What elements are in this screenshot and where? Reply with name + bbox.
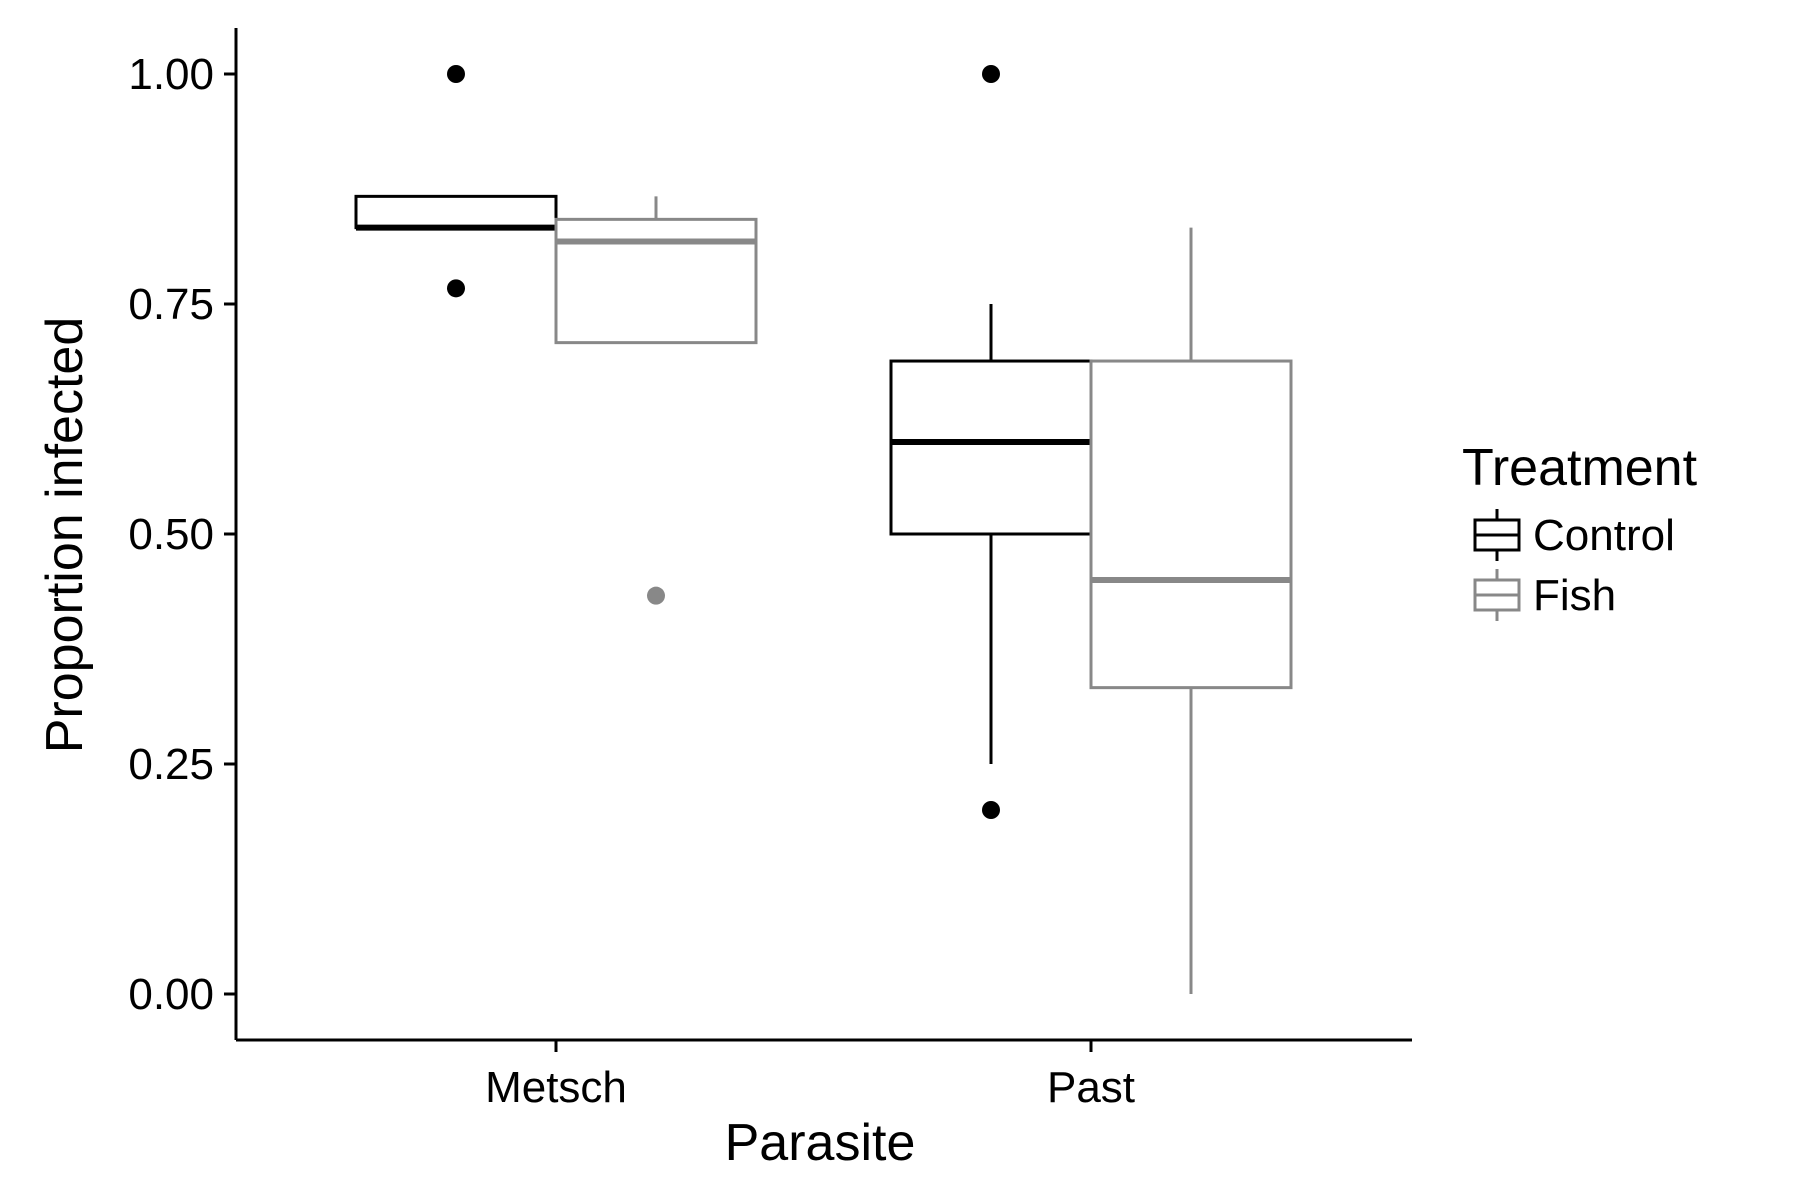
x-tick-label: Past xyxy=(1047,1063,1135,1112)
x-tick-label: Metsch xyxy=(485,1063,627,1112)
y-axis-title: Proportion infected xyxy=(36,317,94,754)
x-axis-title: Parasite xyxy=(725,1114,916,1172)
y-tick-label: 0.50 xyxy=(128,510,214,559)
box-fish-metsch xyxy=(554,196,758,605)
box-rect xyxy=(554,217,758,345)
y-axis: 0.00 0.25 0.50 0.75 1.00 xyxy=(128,28,238,1040)
outlier-point xyxy=(982,65,1000,83)
plot-area xyxy=(354,65,1293,994)
box-control-past xyxy=(889,65,1093,819)
legend: Treatment Control Fish xyxy=(1462,439,1698,621)
box-rect xyxy=(889,359,1093,536)
y-tick-label: 0.25 xyxy=(128,740,214,789)
y-tick-label: 0.75 xyxy=(128,280,214,329)
box-control-metsch xyxy=(354,65,558,298)
legend-label: Control xyxy=(1533,511,1675,560)
legend-item-control: Control xyxy=(1473,509,1675,561)
legend-item-fish: Fish xyxy=(1473,569,1616,621)
y-tick-label: 0.00 xyxy=(128,970,214,1019)
outlier-point xyxy=(447,65,465,83)
box-rect xyxy=(1089,359,1293,690)
legend-title: Treatment xyxy=(1462,439,1698,497)
box-fish-past xyxy=(1089,227,1293,994)
y-tick-label: 1.00 xyxy=(128,50,214,99)
outlier-point xyxy=(447,279,465,298)
legend-label: Fish xyxy=(1533,571,1616,620)
box-rect xyxy=(354,194,558,230)
outlier-point xyxy=(982,801,1000,819)
x-axis: Metsch Past xyxy=(236,1038,1412,1112)
outlier-point xyxy=(647,586,665,605)
